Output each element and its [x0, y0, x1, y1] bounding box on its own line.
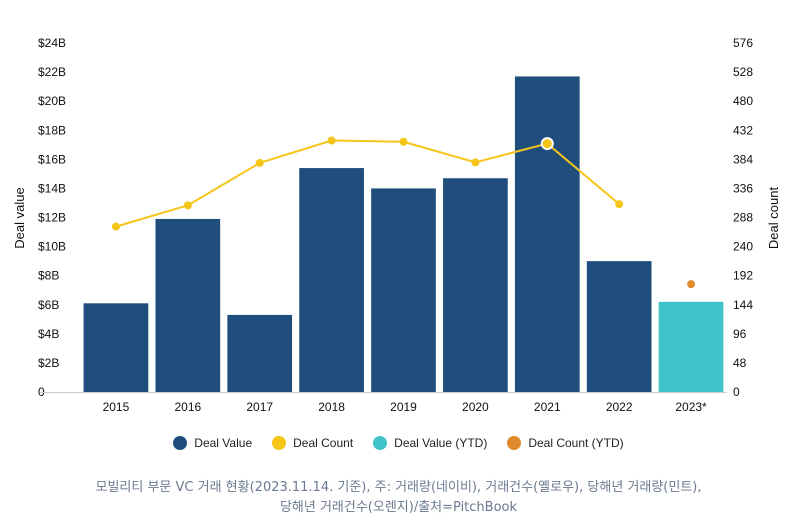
legend-label-deal-count: Deal Count — [293, 436, 354, 450]
y-tick-left: $16B — [38, 152, 66, 166]
y-tick-right: 0 — [733, 385, 740, 399]
bar — [658, 301, 724, 392]
x-tick: 2022 — [606, 400, 633, 414]
y-tick-left: $22B — [38, 65, 66, 79]
x-tick: 2016 — [174, 400, 201, 414]
x-tick: 2023* — [675, 400, 707, 414]
deal-count-point — [399, 137, 408, 146]
y-tick-left: $10B — [38, 240, 66, 254]
x-tick: 2015 — [103, 400, 130, 414]
x-tick: 2019 — [390, 400, 417, 414]
legend: Deal Value Deal Count Deal Value (YTD) D… — [0, 436, 797, 450]
x-tick: 2021 — [534, 400, 561, 414]
caption-line-2: 당해년 거래건수(오렌지)/출처=PitchBook — [279, 500, 518, 515]
deal-count-point — [327, 136, 336, 145]
y-tick-right: 48 — [733, 356, 747, 370]
bar — [83, 303, 149, 392]
chart: 0 $2B $4B $6B $8B $10B $12B $14B $16B $18B $20B $22… — [12, 36, 781, 414]
legend-label-deal-count-ytd: Deal Count (YTD) — [528, 436, 624, 450]
bar — [155, 218, 221, 392]
y-tick-left: $14B — [38, 181, 66, 195]
deal-count-point — [471, 158, 480, 167]
x-tick: 2018 — [318, 400, 345, 414]
deal-count-line — [115, 139, 620, 228]
legend-item-deal-count: Deal Count — [272, 436, 353, 450]
y-tick-right: 432 — [733, 123, 753, 137]
y-axis-title-right: Deal count — [766, 187, 781, 250]
y-tick-right: 240 — [733, 240, 753, 254]
caption-line-1: 모빌리티 부문 VC 거래 현황(2023.11.14. 기준), 주: 거래량… — [95, 480, 702, 495]
y-tick-right: 336 — [733, 181, 753, 195]
bar — [514, 76, 580, 392]
legend-label-deal-value: Deal Value — [194, 436, 253, 450]
bar — [299, 168, 364, 392]
legend-item-deal-value-ytd: Deal Value (YTD) — [373, 436, 487, 450]
legend-item-deal-count-ytd: Deal Count (YTD) — [507, 436, 624, 450]
legend-swatch-deal-value — [173, 436, 188, 450]
bar — [227, 314, 293, 392]
legend-swatch-deal-count-ytd — [507, 436, 522, 450]
legend-label-deal-value-ytd: Deal Value (YTD) — [394, 436, 488, 450]
bar — [371, 188, 436, 392]
y-tick-left: $12B — [38, 211, 66, 225]
y-tick-right: 288 — [733, 211, 753, 225]
y-tick-left: $4B — [38, 327, 59, 341]
y-tick-right: 96 — [733, 327, 747, 341]
bar — [443, 178, 508, 392]
x-tick: 2020 — [462, 400, 489, 414]
caption: 모빌리티 부문 VC 거래 현황(2023.11.14. 기준), 주: 거래량… — [0, 478, 797, 518]
deal-count-point — [183, 201, 192, 210]
y-tick-right: 480 — [733, 94, 753, 108]
y-tick-left: $18B — [38, 123, 66, 137]
y-tick-left: $8B — [38, 269, 59, 283]
y-tick-right: 384 — [733, 152, 753, 166]
deal-count-ytd-point — [687, 280, 696, 289]
legend-item-deal-value: Deal Value — [173, 436, 252, 450]
y-tick-right: 192 — [733, 269, 753, 283]
y-tick-left: $20B — [38, 94, 66, 108]
y-axis-title-left: Deal value — [12, 187, 27, 248]
deal-count-point — [111, 222, 120, 231]
deal-count-point — [255, 158, 264, 167]
x-tick: 2017 — [246, 400, 273, 414]
y-tick-right: 528 — [733, 65, 753, 79]
y-tick-left: $6B — [38, 298, 59, 312]
y-tick-left: $2B — [38, 356, 59, 370]
y-tick-right: 144 — [733, 298, 753, 312]
y-tick-right: 576 — [733, 36, 753, 50]
deal-count-point — [615, 200, 624, 209]
bar — [586, 261, 652, 392]
legend-swatch-deal-count — [272, 436, 287, 450]
deal-count-point — [540, 137, 554, 151]
y-tick-left: $24B — [38, 36, 66, 50]
legend-swatch-deal-value-ytd — [373, 436, 388, 450]
